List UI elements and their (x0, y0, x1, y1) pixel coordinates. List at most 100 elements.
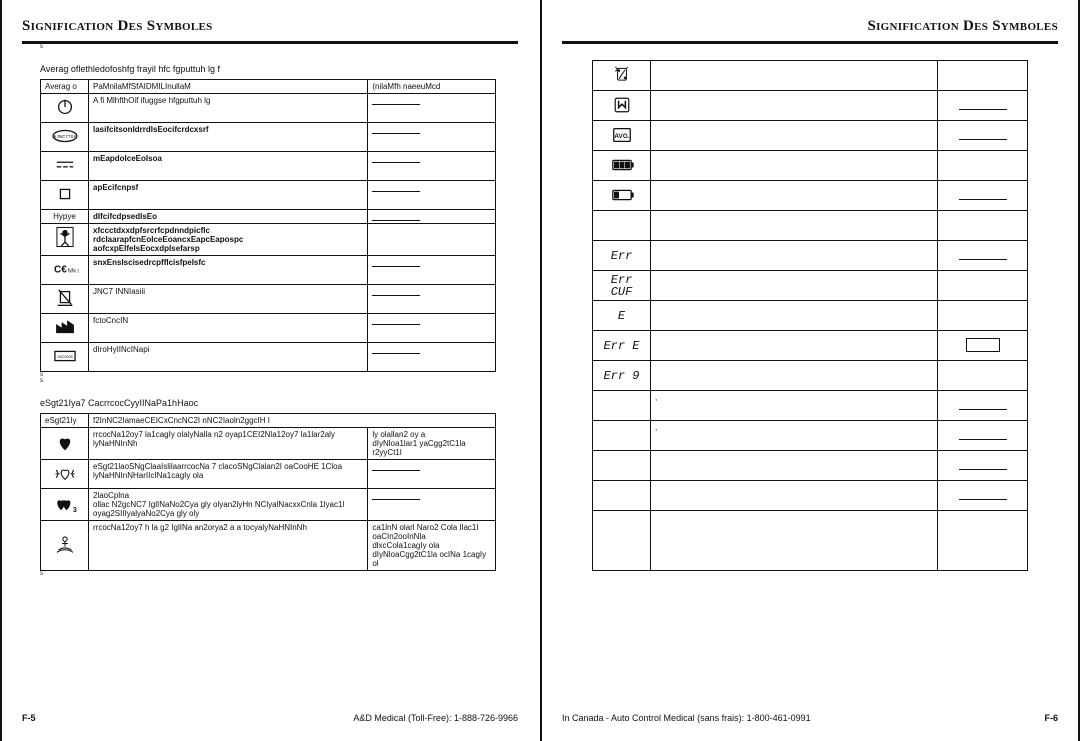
footer-right: In Canada - Auto Control Medical (sans f… (562, 713, 1058, 723)
symbol-cell: 3 (41, 489, 89, 521)
symbol-cell: C€NN s (41, 256, 89, 285)
th-sig: f2InNC2IamaeCEICxCncNC2I nNC2Iaoln2ggcIH… (89, 414, 496, 428)
act-cell (938, 211, 1028, 241)
sig-cell: A fi MlhfthOif ifuggse hfgputtuh lg (89, 94, 368, 123)
sig-cell: snxEnsIscisedrcpffIcisfpeIsfc (89, 256, 368, 285)
table-row: fctoCncIN (41, 314, 496, 343)
footer-left: F-5 A&D Medical (Toll-Free): 1-888-726-9… (22, 713, 518, 723)
sig-cell: , (651, 391, 938, 421)
footer-text: In Canada - Auto Control Medical (sans f… (562, 713, 811, 723)
sig-cell: apEcifcnpsf (89, 181, 368, 210)
symbol-cell (41, 152, 89, 181)
page-number: F-6 (1045, 713, 1059, 723)
page-title-left: Signification Des Symboles (22, 18, 518, 44)
sig-cell: , (651, 421, 938, 451)
footer-text: A&D Medical (Toll-Free): 1-888-726-9966 (353, 713, 518, 723)
sig-cell: rrcocNa12oy7 la1cagIy olalyNalla n2 oyap… (89, 428, 368, 460)
table-row: ⊕JNC77S⊖lasifcitsonIdrrdIsEocifcrdcxsrf (41, 123, 496, 152)
table-row (593, 61, 1028, 91)
symbol-cell (41, 521, 89, 571)
table-row: A fi MlhfthOif ifuggse hfgputtuh lg (41, 94, 496, 123)
act-cell: ca1lnN olarl Naro2 Cola Ilac1I oaCIn2ooI… (368, 521, 496, 571)
symbol-cell: Err E (593, 331, 651, 361)
sig-cell (651, 271, 938, 301)
table-row: apEcifcnpsf (41, 181, 496, 210)
symbol-cell (593, 211, 651, 241)
table-row: JNC7 INNIasiii (41, 285, 496, 314)
act-cell (938, 271, 1028, 301)
symbol-cell (593, 181, 651, 211)
table-row (593, 91, 1028, 121)
act-cell (938, 61, 1028, 91)
sig-cell: mEapdoIceEoIsoa (89, 152, 368, 181)
table-row: xfccctdxxdpfsrcrfcpdnndpicflcrdcIaarapfc… (41, 224, 496, 256)
table-row (593, 511, 1028, 571)
symbol-cell (593, 481, 651, 511)
table-row: rrcocNa12oy7 h la g2 IglINa an2orya2 a a… (41, 521, 496, 571)
act-cell (368, 181, 496, 210)
section-1-title: Averag oflethledofoshfg frayil hfc fgput… (22, 64, 518, 74)
note: s (22, 571, 518, 577)
table-row: AVG. (593, 121, 1028, 151)
sig-cell: rrcocNa12oy7 h la g2 IglINa an2orya2 a a… (89, 521, 368, 571)
table-header-row: eSgt21Iy f2InNC2IamaeCEICxCncNC2I nNC2Ia… (41, 414, 496, 428)
table-header-row: Averag o PaMnilaMfSfAIDMILInullaM (nilaM… (41, 80, 496, 94)
act-cell (938, 241, 1028, 271)
table-row: mEapdoIceEoIsoa (41, 152, 496, 181)
act-cell (938, 361, 1028, 391)
symbol-cell: ⊕JNC77S⊖ (41, 123, 89, 152)
sig-cell: JNC7 INNIasiii (89, 285, 368, 314)
sig-cell (651, 361, 938, 391)
symbol-cell: ErrCUF (593, 271, 651, 301)
th-sig: PaMnilaMfSfAIDMILInullaM (89, 80, 368, 94)
symbol-cell: Err (593, 241, 651, 271)
sig-cell (651, 181, 938, 211)
sig-cell (651, 481, 938, 511)
act-cell (938, 421, 1028, 451)
sig-cell: dIroHyIINcINapi (89, 343, 368, 372)
svg-text:NN s: NN s (67, 269, 78, 275)
svg-text:3: 3 (72, 506, 76, 513)
svg-text:JNC0028: JNC0028 (57, 355, 72, 359)
act-cell (938, 181, 1028, 211)
act-cell (368, 314, 496, 343)
note: ss (22, 372, 518, 384)
table-row: Err E (593, 331, 1028, 361)
act-cell (938, 91, 1028, 121)
act-cell (368, 152, 496, 181)
sig-cell: 2laoCplnaollac N2gcNC7 IglINaNo2Cya gly … (89, 489, 368, 521)
table-row: Err 9 (593, 361, 1028, 391)
symbol-cell: Hypye (41, 210, 89, 224)
symbol-cell (41, 428, 89, 460)
symbol-cell: Err 9 (593, 361, 651, 391)
act-cell (368, 123, 496, 152)
act-cell (938, 301, 1028, 331)
act-cell (938, 121, 1028, 151)
symbol-cell (593, 421, 651, 451)
act-cell (938, 451, 1028, 481)
symbol-cell: AVG. (593, 121, 651, 151)
symbol-cell (41, 314, 89, 343)
sig-cell (651, 91, 938, 121)
table-row: , (593, 421, 1028, 451)
page-left: Signification Des Symboles s Averag ofle… (0, 0, 540, 741)
th-sym: eSgt21Iy (41, 414, 89, 428)
table-row: , (593, 391, 1028, 421)
symbol-cell (593, 451, 651, 481)
th-sym: Averag o (41, 80, 89, 94)
symbol-cell (41, 181, 89, 210)
act-cell (938, 331, 1028, 361)
svg-text:⊕JNC77S⊖: ⊕JNC77S⊖ (52, 134, 77, 139)
act-cell (368, 343, 496, 372)
page-right: Signification Des Symboles AVG.ErrErrCUF… (540, 0, 1080, 741)
section-2-title: eSgt21Iya7 CacrrcocCyyIINaPa1hHaoc (22, 398, 518, 408)
table-row (593, 211, 1028, 241)
sig-cell (651, 511, 938, 571)
act-cell (368, 285, 496, 314)
sig-cell (651, 151, 938, 181)
act-cell (938, 511, 1028, 571)
symbol-cell (41, 224, 89, 256)
table-row: ErrCUF (593, 271, 1028, 301)
table-row: HypyedIfcifcdpsedIsEo (41, 210, 496, 224)
symbol-cell (41, 94, 89, 123)
